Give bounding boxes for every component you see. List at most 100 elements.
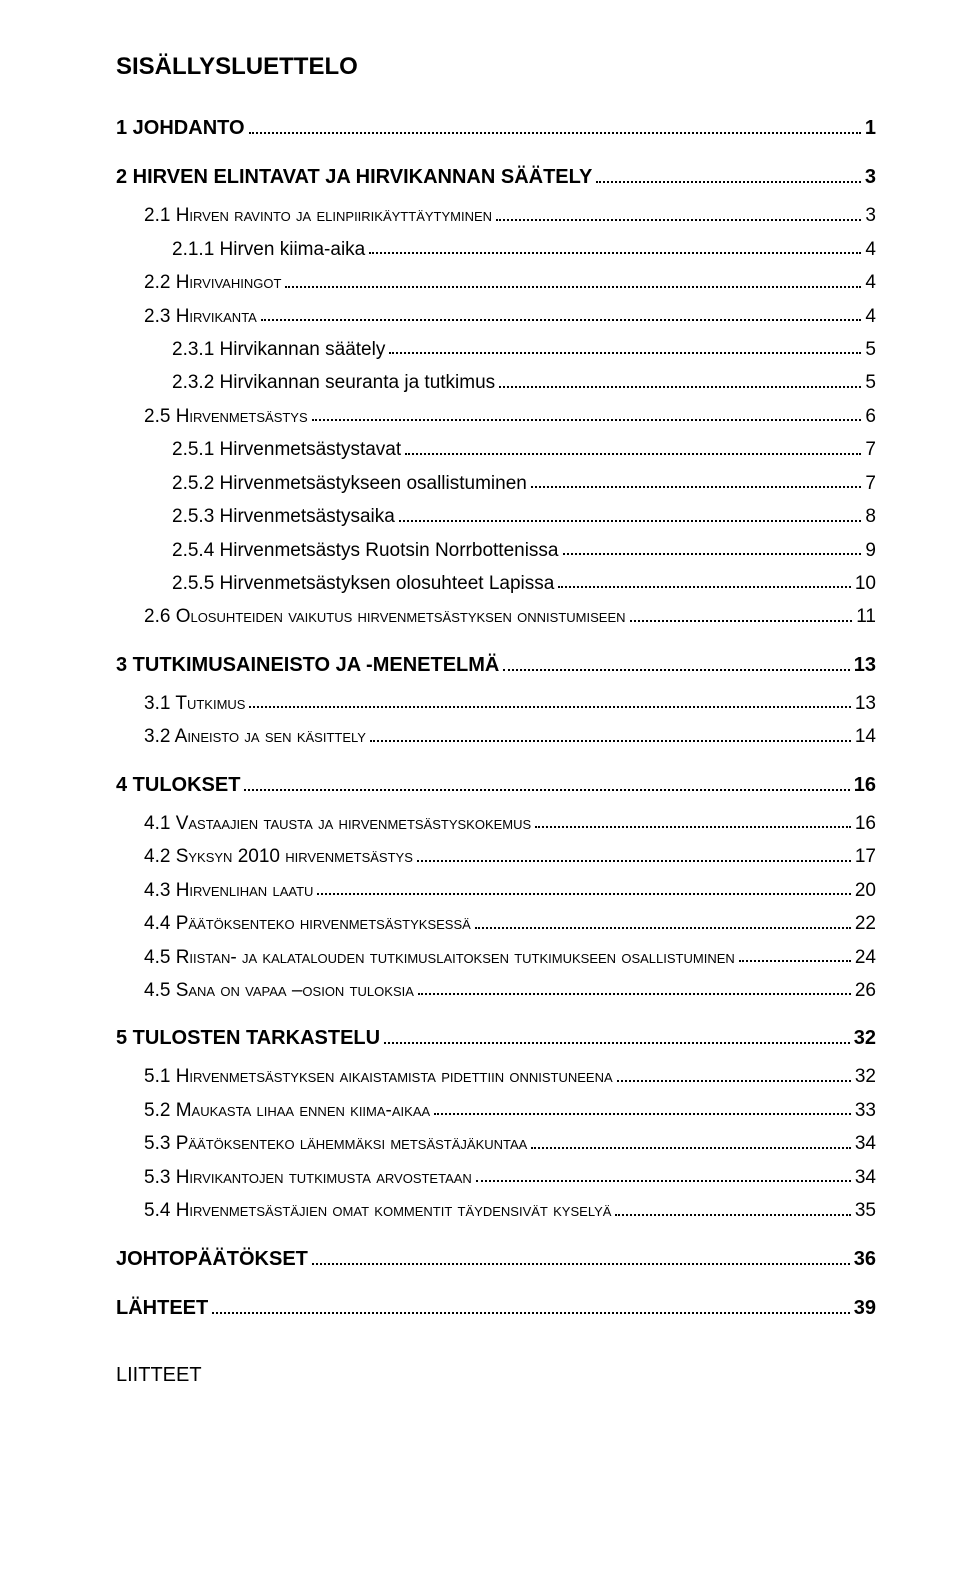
toc-entry-label: 2.2 Hirvivahingot bbox=[144, 268, 281, 297]
toc-entry-label: 2.6 Olosuhteiden vaikutus hirvenmetsästy… bbox=[144, 602, 626, 631]
toc-entry: 3 TUTKIMUSAINEISTO JA -MENETELMÄ 13 bbox=[116, 650, 876, 681]
toc-entry: 5 TULOSTEN TARKASTELU32 bbox=[116, 1023, 876, 1054]
toc-entry: 2.5.2 Hirvenmetsästykseen osallistuminen… bbox=[172, 469, 876, 498]
toc-entry: 4 TULOKSET16 bbox=[116, 770, 876, 801]
toc-leader bbox=[558, 586, 851, 588]
toc-entry-label: 2.3.2 Hirvikannan seuranta ja tutkimus bbox=[172, 368, 495, 397]
toc-entry-page: 20 bbox=[855, 876, 876, 905]
toc-entry-label: 4.5 Sana on vapaa –osion tuloksia bbox=[144, 976, 414, 1005]
toc-entry-page: 13 bbox=[854, 650, 876, 681]
toc-leader bbox=[384, 1042, 850, 1044]
toc-entry-page: 3 bbox=[865, 162, 876, 193]
toc-entry-page: 1 bbox=[865, 113, 876, 144]
toc-entry-page: 34 bbox=[855, 1129, 876, 1158]
toc-entry-page: 22 bbox=[855, 909, 876, 938]
toc-entry-label: 3.2 Aineisto ja sen käsittely bbox=[144, 722, 366, 751]
toc-leader bbox=[399, 520, 862, 522]
toc-leader bbox=[563, 553, 862, 555]
toc-leader bbox=[212, 1312, 850, 1314]
toc-entry-page: 7 bbox=[865, 435, 876, 464]
toc-title: SISÄLLYSLUETTELO bbox=[116, 48, 876, 85]
toc-entry: 5.2 Maukasta lihaa ennen kiima-aikaa33 bbox=[144, 1096, 876, 1125]
toc-entry: 2.3.2 Hirvikannan seuranta ja tutkimus 5 bbox=[172, 368, 876, 397]
toc-entry-page: 3 bbox=[865, 201, 876, 230]
toc-leader bbox=[244, 789, 849, 791]
toc-entry-label: 5.4 Hirvenmetsästäjien omat kommentit tä… bbox=[144, 1196, 611, 1225]
toc-entry: 3.1 Tutkimus13 bbox=[144, 689, 876, 718]
toc-leader bbox=[531, 486, 862, 488]
toc-entry: LÄHTEET 39 bbox=[116, 1293, 876, 1324]
toc-entry: 2.3.1 Hirvikannan säätely5 bbox=[172, 335, 876, 364]
toc-entry-page: 34 bbox=[855, 1163, 876, 1192]
toc-leader bbox=[531, 1147, 851, 1149]
page-container: SISÄLLYSLUETTELO 1 JOHDANTO 1 2 HIRVEN ELI… bbox=[0, 0, 960, 1594]
toc-entry-label: 2.5.3 Hirvenmetsästysaika bbox=[172, 502, 395, 531]
toc-leader bbox=[499, 386, 861, 388]
toc-entry: 2.1.1 Hirven kiima-aika 4 bbox=[172, 235, 876, 264]
toc-entry: JOHTOPÄÄTÖKSET36 bbox=[116, 1244, 876, 1275]
toc-leader bbox=[434, 1113, 851, 1115]
toc-leader bbox=[405, 453, 861, 455]
toc-leader bbox=[630, 620, 853, 622]
toc-entry: 2 HIRVEN ELINTAVAT JA HIRVIKANNAN SÄÄTEL… bbox=[116, 162, 876, 193]
toc-entry-label: 5.1 Hirvenmetsästyksen aikaistamista pid… bbox=[144, 1062, 613, 1091]
toc-entry: 4.2 Syksyn 2010 hirvenmetsästys17 bbox=[144, 842, 876, 871]
toc-leader bbox=[496, 219, 861, 221]
toc-leader bbox=[389, 352, 861, 354]
toc-entry: 4.3 Hirvenlihan laatu 20 bbox=[144, 876, 876, 905]
toc-leader bbox=[261, 319, 862, 321]
toc-entry-page: 14 bbox=[855, 722, 876, 751]
toc-entry-page: 5 bbox=[865, 368, 876, 397]
toc-entry: 4.5 Sana on vapaa –osion tuloksia26 bbox=[144, 976, 876, 1005]
toc-entry: 5.3 Hirvikantojen tutkimusta arvostetaan… bbox=[144, 1163, 876, 1192]
toc-entry-label: 4.2 Syksyn 2010 hirvenmetsästys bbox=[144, 842, 413, 871]
toc-entry-page: 4 bbox=[865, 302, 876, 331]
toc-leader bbox=[596, 181, 861, 183]
toc-leader bbox=[369, 252, 861, 254]
toc-entry: 2.5.5 Hirvenmetsästyksen olosuhteet Lapi… bbox=[172, 569, 876, 598]
toc-entry: 2.5.3 Hirvenmetsästysaika 8 bbox=[172, 502, 876, 531]
toc-entry-page: 10 bbox=[855, 569, 876, 598]
toc-leader bbox=[249, 132, 861, 134]
toc-entry-label: 2.5.5 Hirvenmetsästyksen olosuhteet Lapi… bbox=[172, 569, 554, 598]
toc-entry-page: 33 bbox=[855, 1096, 876, 1125]
toc-entry-page: 39 bbox=[854, 1293, 876, 1324]
toc-entry: 2.2 Hirvivahingot4 bbox=[144, 268, 876, 297]
toc-leader bbox=[739, 960, 851, 962]
toc-entry-label: 4.3 Hirvenlihan laatu bbox=[144, 876, 313, 905]
toc-entry: 2.5 Hirvenmetsästys6 bbox=[144, 402, 876, 431]
toc-entry: 2.3 Hirvikanta 4 bbox=[144, 302, 876, 331]
toc-entry-label: 2.1.1 Hirven kiima-aika bbox=[172, 235, 365, 264]
toc-entry-page: 36 bbox=[854, 1244, 876, 1275]
toc-entry: 5.1 Hirvenmetsästyksen aikaistamista pid… bbox=[144, 1062, 876, 1091]
toc-entry-page: 32 bbox=[854, 1023, 876, 1054]
toc-entry-page: 35 bbox=[855, 1196, 876, 1225]
toc-entry-label: 4 TULOKSET bbox=[116, 770, 240, 801]
toc-entry-label: LÄHTEET bbox=[116, 1293, 208, 1324]
toc-entry: 3.2 Aineisto ja sen käsittely 14 bbox=[144, 722, 876, 751]
toc-entry: 5.3 Päätöksenteko lähemmäksi metsästäjäk… bbox=[144, 1129, 876, 1158]
toc-entry-label: 2.3 Hirvikanta bbox=[144, 302, 257, 331]
toc-entry-page: 7 bbox=[865, 469, 876, 498]
toc-entry-page: 4 bbox=[865, 235, 876, 264]
toc-leader bbox=[475, 927, 851, 929]
toc-entry-label: 2 HIRVEN ELINTAVAT JA HIRVIKANNAN SÄÄTEL… bbox=[116, 162, 592, 193]
toc-entry: 2.5.4 Hirvenmetsästys Ruotsin Norrbotten… bbox=[172, 536, 876, 565]
toc-entry-label: 4.5 Riistan- ja kalatalouden tutkimuslai… bbox=[144, 943, 735, 972]
toc-entry: 2.5.1 Hirvenmetsästystavat 7 bbox=[172, 435, 876, 464]
toc-entry-page: 8 bbox=[865, 502, 876, 531]
toc-leader bbox=[370, 740, 851, 742]
toc-entry-page: 11 bbox=[856, 602, 876, 631]
toc-entry: 4.1 Vastaajien tausta ja hirvenmetsästys… bbox=[144, 809, 876, 838]
toc-leader bbox=[285, 286, 861, 288]
toc-leader bbox=[312, 419, 862, 421]
toc-leader bbox=[617, 1080, 851, 1082]
toc-leader bbox=[417, 860, 851, 862]
toc-entry-label: 1 JOHDANTO bbox=[116, 113, 245, 144]
toc-entry-label: 3 TUTKIMUSAINEISTO JA -MENETELMÄ bbox=[116, 650, 499, 681]
toc-entry-label: 2.5.1 Hirvenmetsästystavat bbox=[172, 435, 401, 464]
toc-entry-page: 6 bbox=[865, 402, 876, 431]
toc-entry-page: 5 bbox=[865, 335, 876, 364]
appendix-label: LIITTEET bbox=[116, 1360, 876, 1391]
toc-entry-page: 13 bbox=[855, 689, 876, 718]
